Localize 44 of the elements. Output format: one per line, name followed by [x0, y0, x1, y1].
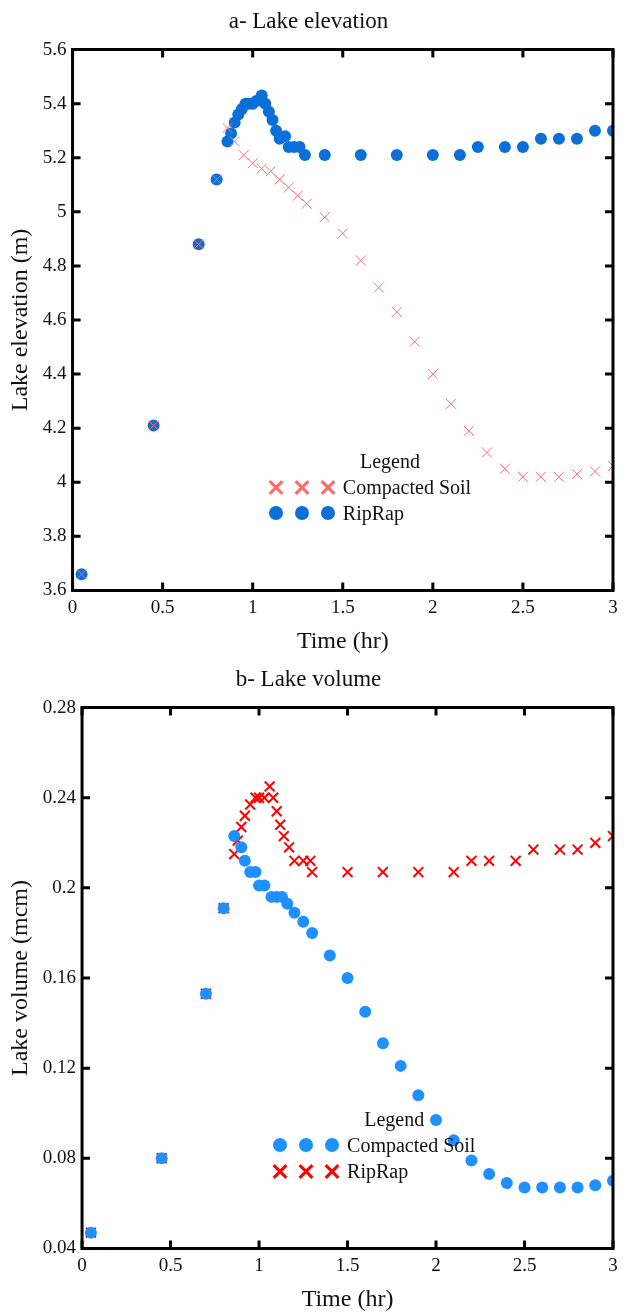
x-tick-label: 1 — [254, 1253, 264, 1275]
x-tick-label: 3 — [608, 1253, 618, 1275]
chart-title: a- Lake elevation — [228, 7, 389, 33]
y-tick-label: 5.6 — [42, 37, 67, 59]
y-tick-label: 4.6 — [42, 307, 67, 329]
x-axis-title: Time (hr) — [296, 626, 389, 653]
y-tick-label: 5 — [57, 199, 67, 221]
x-tick-label: 0 — [67, 595, 78, 617]
y-tick-label: 0.2 — [52, 875, 77, 897]
x-axis-title: Time (hr) — [301, 1284, 394, 1311]
y-tick-label: 4.4 — [42, 362, 68, 384]
legend-title: Legend — [358, 448, 421, 474]
x-tick-label: 3 — [608, 595, 618, 617]
legend-label: RipRap — [347, 1158, 409, 1184]
x-tick-label: 2 — [428, 595, 438, 617]
y-tick-label: 0.16 — [42, 965, 77, 987]
x-tick-label: 0.5 — [150, 595, 175, 617]
x-tick-label: 1 — [247, 595, 258, 617]
y-tick-label: 0.04 — [42, 1236, 77, 1258]
legend-label: Compacted Soil — [342, 474, 472, 500]
y-tick-label: 5.2 — [42, 145, 67, 167]
x-tick-label: 1.5 — [330, 595, 355, 617]
y-tick-label: 5.4 — [42, 91, 68, 113]
y-axis-title: Lake volume (mcm) — [5, 880, 32, 1076]
legend-label: RipRap — [342, 500, 404, 526]
y-tick-label: 4 — [57, 470, 68, 492]
legend-title: Legend — [363, 1106, 426, 1132]
y-tick-label: 4.2 — [42, 416, 67, 438]
y-tick-label: 0.12 — [42, 1056, 77, 1078]
x-tick-label: 2.5 — [512, 1253, 537, 1275]
x-tick-label: 0 — [77, 1253, 87, 1275]
y-tick-label: 3.8 — [42, 524, 67, 546]
y-axis-title: Lake elevation (m) — [5, 228, 32, 412]
y-tick-label: 0.24 — [42, 785, 77, 807]
y-tick-label: 3.6 — [42, 578, 67, 600]
y-tick-label: 0.08 — [42, 1146, 77, 1168]
legend-label: Compacted Soil — [347, 1132, 476, 1158]
x-tick-label: 1.5 — [335, 1253, 360, 1275]
y-tick-label: 4.8 — [42, 253, 67, 275]
y-tick-label: 0.28 — [42, 695, 77, 717]
x-tick-label: 2.5 — [511, 595, 535, 617]
x-tick-label: 2 — [431, 1253, 441, 1275]
x-tick-label: 0.5 — [158, 1253, 183, 1275]
chart-title: b- Lake volume — [235, 665, 382, 691]
